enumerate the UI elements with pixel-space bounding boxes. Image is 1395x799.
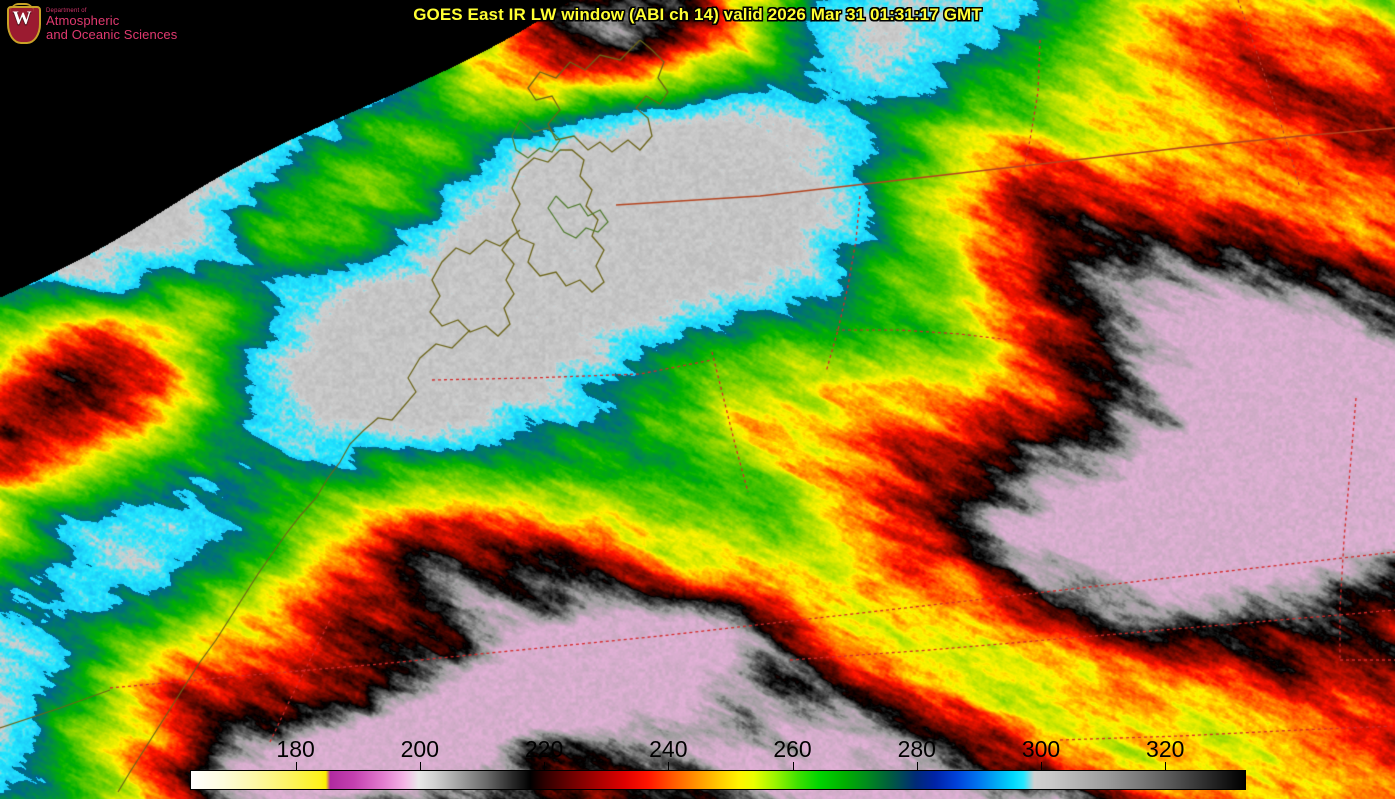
logo-line-2: and Oceanic Sciences bbox=[46, 26, 178, 42]
colorbar-tick-label: 280 bbox=[897, 736, 936, 762]
colorbar: 180 200 220 240 260 280 300 320 bbox=[190, 736, 1246, 792]
colorbar-tick-labels: 180 200 220 240 260 280 300 320 bbox=[190, 736, 1246, 762]
colorbar-tick bbox=[295, 762, 297, 770]
logo-line-1: Atmospheric bbox=[46, 13, 120, 29]
colorbar-tick-label: 200 bbox=[400, 736, 440, 762]
colorbar-tick-label: 260 bbox=[773, 736, 812, 762]
colorbar-tick-label: 320 bbox=[1146, 736, 1185, 762]
colorbar-tick-label: 220 bbox=[524, 736, 564, 762]
colorbar-tick-label: 180 bbox=[276, 736, 315, 762]
crest-cap bbox=[10, 3, 34, 12]
colorbar-gradient bbox=[190, 770, 1246, 790]
colorbar-tick bbox=[1165, 762, 1167, 770]
colorbar-tick bbox=[916, 762, 918, 770]
logo-department-line: Department of bbox=[46, 7, 87, 14]
colorbar-tick-label: 240 bbox=[649, 736, 688, 762]
colorbar-tick bbox=[419, 762, 421, 770]
colorbar-tick bbox=[668, 762, 670, 770]
crest-letter: W bbox=[12, 8, 32, 29]
colorbar-tick bbox=[792, 762, 794, 770]
colorbar-tick bbox=[1041, 762, 1042, 770]
uw-aos-logo: W Department of Atmospheric and Oceanic … bbox=[4, 2, 254, 46]
colorbar-tick-label: 300 bbox=[1021, 736, 1061, 762]
colorbar-tick-marks bbox=[190, 762, 1246, 770]
logo-text: Department of Atmospheric and Oceanic Sc… bbox=[46, 7, 177, 41]
colorbar-tick bbox=[544, 762, 546, 770]
uw-crest-icon: W bbox=[4, 3, 41, 45]
